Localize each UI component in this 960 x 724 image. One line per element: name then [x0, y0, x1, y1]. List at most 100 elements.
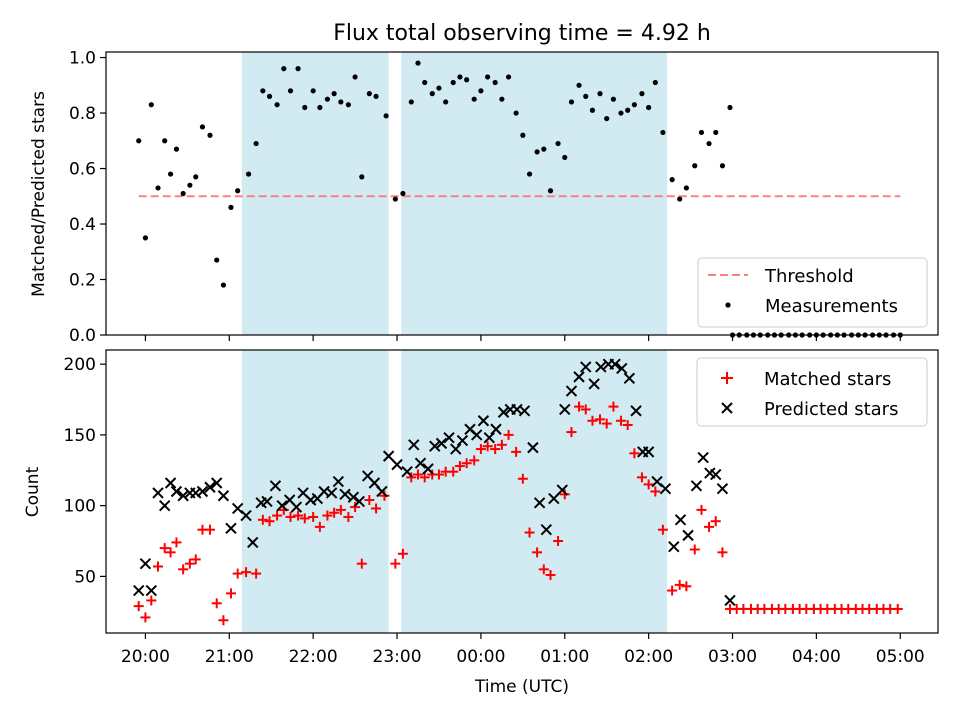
top-y-tick-label: 0.8	[69, 104, 96, 124]
measurement-point	[345, 102, 351, 108]
matched-star-marker	[448, 466, 459, 477]
matched-star-marker	[184, 558, 195, 569]
predicted-star-marker-b	[283, 494, 296, 506]
measurement-point	[167, 171, 174, 177]
predicted-star-marker	[518, 405, 531, 417]
predicted-star-marker	[609, 358, 621, 370]
predicted-star-marker	[724, 594, 736, 607]
predicted-star-marker	[159, 499, 171, 512]
predicted-star-marker	[401, 465, 413, 478]
count-panel: 50 100 150 200 20:00 21:00 22:00 23:00 00:00 01:…	[23, 349, 939, 697]
matched-star-marker	[285, 511, 296, 522]
matched-star-marker	[356, 558, 367, 569]
predicted-star-marker-b	[704, 467, 716, 479]
bottom-y-tick-label: 200	[64, 355, 96, 375]
measurement-point	[373, 93, 379, 99]
measurement-point	[383, 113, 389, 119]
predicted-star-marker-b	[642, 446, 655, 458]
matched-star-marker	[251, 568, 262, 579]
predicted-star-marker-b	[290, 501, 303, 513]
matched-star-marker	[232, 568, 243, 579]
measurement-point	[245, 171, 252, 177]
legend-measurements-label: Measurements	[765, 296, 898, 317]
measurement-point	[162, 138, 168, 144]
top-axes-frame	[105, 51, 939, 336]
predicted-star-marker	[217, 490, 230, 502]
matched-star-marker	[622, 419, 633, 430]
observing-window-2	[401, 350, 668, 633]
predicted-star-marker-b	[697, 451, 709, 464]
measurement-point	[618, 110, 624, 116]
matched-star-marker	[892, 603, 903, 614]
measurement-point	[597, 91, 603, 97]
predicted-star-marker-b	[391, 458, 403, 471]
matched-star-marker	[524, 527, 535, 538]
measurement-point	[547, 188, 554, 194]
matched-star-marker	[710, 516, 721, 527]
predicted-star-marker	[247, 536, 259, 549]
matched-star-marker	[461, 458, 472, 469]
matched-star-marker	[364, 494, 375, 505]
predicted-star-marker-b	[477, 415, 490, 427]
measurement-point	[295, 66, 301, 72]
matched-star-marker	[165, 547, 176, 558]
predicted-star-marker-b	[588, 378, 600, 390]
predicted-star-marker-b	[518, 405, 531, 417]
predicted-star-marker	[170, 485, 183, 498]
predicted-star-marker-b	[240, 509, 252, 522]
measurement-point	[457, 74, 463, 80]
predicted-star-marker-b	[347, 491, 360, 503]
predicted-star-marker-b	[152, 487, 164, 499]
predicted-star-marker	[616, 362, 628, 375]
predicted-star-marker-b	[556, 484, 568, 496]
measurement-point	[492, 79, 498, 86]
matched-star-marker	[379, 490, 390, 501]
predicted-star-marker	[196, 485, 209, 498]
predicted-star-marker-b	[464, 423, 476, 435]
predicted-star-marker-b	[361, 470, 374, 482]
predicted-star-marker-b	[247, 536, 259, 549]
predicted-star-marker-b	[139, 557, 152, 570]
predicted-star-marker	[164, 477, 177, 489]
matched-star-marker	[264, 516, 275, 527]
matched-star-marker	[299, 513, 310, 524]
predicted-star-marker	[139, 557, 152, 570]
measurement-point	[625, 107, 631, 113]
legend-threshold-label: Threshold	[764, 266, 854, 287]
measurement-point	[214, 257, 220, 263]
predicted-star-marker	[659, 482, 672, 495]
legend-predicted-swatch	[721, 402, 733, 414]
bottom-legend: Matched stars Predicted stars	[696, 357, 928, 427]
measurement-point	[499, 96, 505, 102]
matched-star-marker	[293, 510, 304, 521]
observing-window-1	[241, 350, 389, 633]
matched-star-marker	[559, 489, 570, 500]
bottom-y-tick-label: 150	[64, 426, 96, 446]
predicted-star-marker	[339, 488, 351, 501]
predicted-star-marker-b	[471, 429, 483, 441]
predicted-star-marker	[261, 495, 273, 508]
predicted-star-marker-b	[435, 437, 448, 450]
matched-star-marker	[490, 444, 501, 455]
predicted-star-marker	[133, 584, 145, 597]
measurement-point	[199, 124, 206, 130]
predicted-star-marker-b	[276, 499, 288, 512]
legend-matched-label: Matched stars	[764, 369, 891, 390]
matched-star-marker	[657, 524, 668, 535]
predicted-star-marker-b	[231, 502, 244, 515]
matched-star-marker	[350, 502, 361, 513]
legend-measurements-swatch	[725, 302, 731, 308]
predicted-star-marker-b	[145, 584, 157, 597]
observing-window-1	[241, 52, 389, 335]
predicted-star-marker-b	[353, 495, 365, 508]
measurement-point	[422, 79, 428, 86]
top-y-tick-label: 0.6	[69, 160, 96, 180]
matched-star-marker	[681, 581, 692, 592]
predicted-star-marker	[588, 378, 600, 390]
top-y-tick-label: 1.0	[69, 49, 96, 69]
chart-title: Flux total observing time = 4.92 h	[333, 21, 711, 46]
matched-star-marker	[601, 418, 612, 429]
matched-star-marker	[580, 404, 591, 415]
matched-star-marker	[574, 401, 585, 412]
measurement-point	[400, 190, 406, 197]
